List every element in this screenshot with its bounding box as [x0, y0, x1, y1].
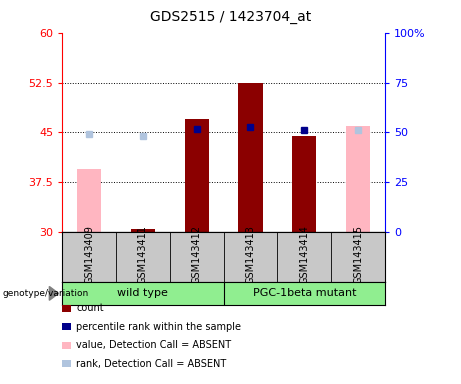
Bar [292, 136, 316, 232]
Bar [77, 169, 101, 232]
Bar [346, 126, 370, 232]
Text: genotype/variation: genotype/variation [2, 289, 89, 298]
Text: wild type: wild type [118, 288, 168, 298]
Bar [131, 229, 155, 232]
Text: value, Detection Call = ABSENT: value, Detection Call = ABSENT [76, 340, 231, 350]
Text: percentile rank within the sample: percentile rank within the sample [76, 322, 241, 332]
Text: PGC-1beta mutant: PGC-1beta mutant [253, 288, 356, 298]
Text: count: count [76, 303, 104, 313]
Bar [184, 119, 209, 232]
Polygon shape [49, 286, 59, 300]
Text: rank, Detection Call = ABSENT: rank, Detection Call = ABSENT [76, 359, 226, 369]
Text: GDS2515 / 1423704_at: GDS2515 / 1423704_at [150, 10, 311, 23]
Bar [238, 83, 263, 232]
